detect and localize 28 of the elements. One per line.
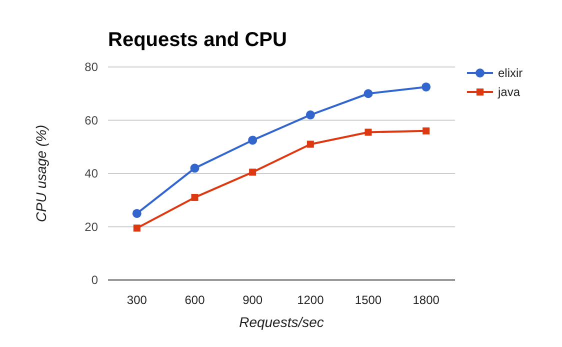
y-tick-label: 80 (84, 60, 98, 74)
x-tick-label: 900 (242, 293, 263, 308)
chart-title: Requests and CPU (108, 29, 287, 51)
x-tick-label: 1200 (297, 293, 324, 308)
point (422, 127, 430, 134)
x-axis-title: Requests/sec (239, 314, 324, 330)
point (191, 194, 198, 201)
x-tick-label: 1800 (412, 293, 440, 308)
point (364, 89, 373, 98)
point (364, 128, 372, 136)
x-tick-label: 300 (126, 293, 148, 308)
y-tick-label: 20 (84, 220, 98, 234)
x-tick-label: 1500 (354, 293, 382, 308)
point (306, 140, 314, 148)
y-tick-label: 0 (91, 273, 98, 288)
y-tick-label: 60 (84, 113, 98, 128)
legend-label: elixir (498, 66, 523, 80)
point (133, 224, 140, 232)
point (190, 164, 200, 173)
point (306, 110, 315, 120)
point (248, 136, 258, 145)
point (249, 168, 256, 176)
point (422, 82, 431, 92)
y-axis-title: CPU usage (%) (33, 124, 49, 222)
y-tick-label: 40 (84, 166, 98, 181)
x-tick-label: 600 (184, 293, 206, 308)
point (132, 208, 142, 218)
legend-label: java (497, 85, 520, 100)
